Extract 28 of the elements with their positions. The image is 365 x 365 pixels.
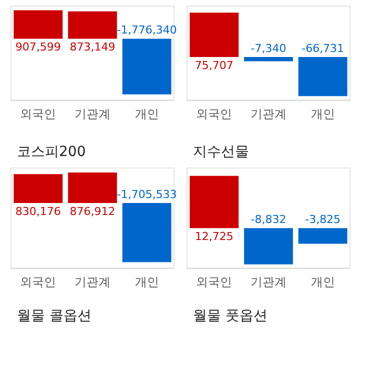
data-label: -7,340 <box>250 42 286 55</box>
x-tick-label: 개인 <box>134 275 159 289</box>
data-label: 75,707 <box>194 59 234 72</box>
text: 월물 콜옵션 <box>17 308 92 324</box>
chart-title: 코스피200 <box>17 144 86 160</box>
x-tick-label: 개인 <box>134 107 159 121</box>
x-tick-label: 기관계 <box>250 107 286 121</box>
x-tick-label: 외국인 <box>20 107 56 121</box>
x-tick-label: 외국인 <box>20 275 56 289</box>
x-tick-label: 기관계 <box>74 107 110 121</box>
text: 월물 풋옵션 <box>193 308 268 324</box>
data-label: -3,825 <box>305 213 341 226</box>
data-label: 876,912 <box>70 204 116 218</box>
data-label: -66,731 <box>302 42 344 55</box>
chart-title: 지수선물 <box>193 144 249 160</box>
data-label: 907,599 <box>15 40 61 54</box>
data-label: 12,725 <box>194 230 234 244</box>
data-label: -1,705,533 <box>116 188 177 201</box>
data-label: 873,149 <box>70 40 116 54</box>
data-label: -8,832 <box>250 213 286 226</box>
x-tick-label: 개인 <box>310 275 335 289</box>
x-tick-label: 기관계 <box>74 275 110 289</box>
x-tick-label: 외국인 <box>196 107 232 121</box>
x-tick-label: 외국인 <box>196 275 232 289</box>
x-tick-label: 개인 <box>310 107 335 121</box>
data-label: -1,776,340 <box>116 24 177 37</box>
x-tick-label: 기관계 <box>250 275 286 289</box>
data-label: 830,176 <box>15 204 61 218</box>
